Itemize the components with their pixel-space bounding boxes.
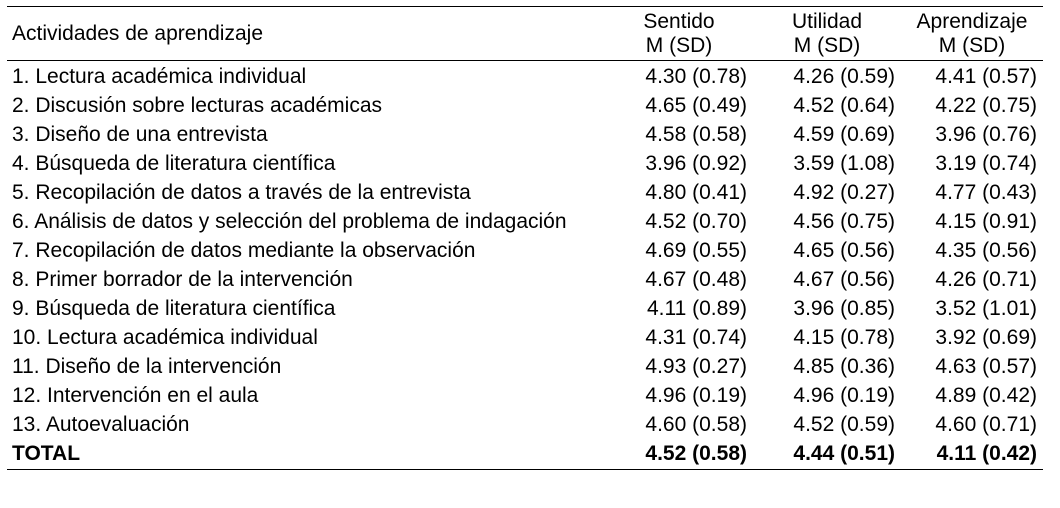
header-sentido: Sentido M (SD) <box>605 7 753 61</box>
activity-cell: 4. Búsqueda de literatura científica <box>12 152 336 175</box>
activity-cell: 3. Diseño de una entrevista <box>12 123 268 146</box>
table-row: 5. Recopilación de datos a través de la … <box>7 179 1043 208</box>
total-aprendizaje: 4.11 (0.42) <box>936 442 1037 465</box>
header-utilidad: Utilidad M (SD) <box>753 7 901 61</box>
sentido-cell: 3.96 (0.92) <box>645 152 747 175</box>
header-sentido-title: Sentido <box>643 10 715 33</box>
utilidad-cell: 4.67 (0.56) <box>793 268 895 291</box>
utilidad-cell: 4.59 (0.69) <box>793 123 895 146</box>
utilidad-cell: 4.15 (0.78) <box>793 326 895 349</box>
sentido-cell: 4.30 (0.78) <box>645 65 747 88</box>
sentido-cell: 4.67 (0.48) <box>645 268 747 291</box>
activity-cell: 7. Recopilación de datos mediante la obs… <box>12 239 476 262</box>
activity-cell: 8. Primer borrador de la intervención <box>12 268 353 291</box>
table-row: 12. Intervención en el aula 4.96 (0.19) … <box>7 382 1043 411</box>
aprendizaje-cell: 3.52 (1.01) <box>935 297 1037 320</box>
table-row: 2. Discusión sobre lecturas académicas 4… <box>7 92 1043 121</box>
header-aprendizaje-stat: M (SD) <box>938 34 1006 57</box>
table-body: 1. Lectura académica individual 4.30 (0.… <box>7 61 1043 441</box>
table-row: 11. Diseño de la intervención 4.93 (0.27… <box>7 353 1043 382</box>
utilidad-cell: 4.52 (0.59) <box>793 413 895 436</box>
header-utilidad-title: Utilidad <box>791 10 863 33</box>
utilidad-cell: 3.96 (0.85) <box>793 297 895 320</box>
header-row: Actividades de aprendizaje Sentido M (SD… <box>7 6 1043 61</box>
header-sentido-stat: M (SD) <box>645 34 713 57</box>
aprendizaje-cell: 4.26 (0.71) <box>935 268 1037 291</box>
sentido-cell: 4.80 (0.41) <box>645 181 747 204</box>
utilidad-cell: 4.92 (0.27) <box>793 181 895 204</box>
sentido-cell: 4.11 (0.89) <box>646 297 747 320</box>
activity-cell: 11. Diseño de la intervención <box>12 355 282 378</box>
activity-cell: 5. Recopilación de datos a través de la … <box>12 181 471 204</box>
aprendizaje-cell: 4.35 (0.56) <box>935 239 1037 262</box>
aprendizaje-cell: 4.41 (0.57) <box>935 65 1037 88</box>
table-footer: TOTAL 4.52 (0.58) 4.44 (0.51) 4.11 (0.42… <box>7 440 1043 470</box>
header-utilidad-stat: M (SD) <box>793 34 861 57</box>
sentido-cell: 4.58 (0.58) <box>645 123 747 146</box>
header-activity: Actividades de aprendizaje <box>12 22 263 45</box>
aprendizaje-cell: 4.60 (0.71) <box>935 413 1037 436</box>
table-header: Actividades de aprendizaje Sentido M (SD… <box>7 6 1043 61</box>
utilidad-cell: 4.52 (0.64) <box>793 94 895 117</box>
table-row: 1. Lectura académica individual 4.30 (0.… <box>7 61 1043 93</box>
table-row: 13. Autoevaluación 4.60 (0.58) 4.52 (0.5… <box>7 411 1043 440</box>
utilidad-cell: 4.96 (0.19) <box>793 384 895 407</box>
table-row: 4. Búsqueda de literatura científica 3.9… <box>7 150 1043 179</box>
total-utilidad: 4.44 (0.51) <box>793 442 895 465</box>
activity-cell: 10. Lectura académica individual <box>12 326 318 349</box>
table-row: 8. Primer borrador de la intervención 4.… <box>7 266 1043 295</box>
sentido-cell: 4.60 (0.58) <box>645 413 747 436</box>
header-aprendizaje: Aprendizaje M (SD) <box>901 7 1043 61</box>
utilidad-cell: 4.65 (0.56) <box>793 239 895 262</box>
activity-cell: 13. Autoevaluación <box>12 413 190 436</box>
sentido-cell: 4.69 (0.55) <box>645 239 747 262</box>
table-row: 3. Diseño de una entrevista 4.58 (0.58) … <box>7 121 1043 150</box>
sentido-cell: 4.65 (0.49) <box>645 94 747 117</box>
sentido-cell: 4.31 (0.74) <box>645 326 747 349</box>
aprendizaje-cell: 4.15 (0.91) <box>935 210 1037 233</box>
aprendizaje-cell: 4.77 (0.43) <box>935 181 1037 204</box>
utilidad-cell: 4.26 (0.59) <box>793 65 895 88</box>
total-row: TOTAL 4.52 (0.58) 4.44 (0.51) 4.11 (0.42… <box>7 440 1043 470</box>
table-row: 9. Búsqueda de literatura científica 4.1… <box>7 295 1043 324</box>
activity-cell: 2. Discusión sobre lecturas académicas <box>12 94 383 117</box>
aprendizaje-cell: 4.22 (0.75) <box>935 94 1037 117</box>
table-row: 6. Análisis de datos y selección del pro… <box>7 208 1043 237</box>
aprendizaje-cell: 3.19 (0.74) <box>935 152 1037 175</box>
utilidad-cell: 4.85 (0.36) <box>793 355 895 378</box>
utilidad-cell: 4.56 (0.75) <box>793 210 895 233</box>
header-aprendizaje-title: Aprendizaje <box>916 10 1028 33</box>
activity-cell: 6. Análisis de datos y selección del pro… <box>12 210 567 233</box>
activity-cell: 12. Intervención en el aula <box>12 384 259 407</box>
sentido-cell: 4.93 (0.27) <box>645 355 747 378</box>
sentido-cell: 4.52 (0.70) <box>645 210 747 233</box>
table-row: 7. Recopilación de datos mediante la obs… <box>7 237 1043 266</box>
results-table-container: Actividades de aprendizaje Sentido M (SD… <box>7 6 1043 470</box>
total-sentido: 4.52 (0.58) <box>645 442 747 465</box>
aprendizaje-cell: 3.96 (0.76) <box>935 123 1037 146</box>
table-row: 10. Lectura académica individual 4.31 (0… <box>7 324 1043 353</box>
activity-cell: 9. Búsqueda de literatura científica <box>12 297 336 320</box>
aprendizaje-cell: 4.63 (0.57) <box>935 355 1037 378</box>
results-table: Actividades de aprendizaje Sentido M (SD… <box>7 6 1043 470</box>
aprendizaje-cell: 3.92 (0.69) <box>935 326 1037 349</box>
aprendizaje-cell: 4.89 (0.42) <box>935 384 1037 407</box>
total-label: TOTAL <box>12 442 81 465</box>
utilidad-cell: 3.59 (1.08) <box>793 152 895 175</box>
sentido-cell: 4.96 (0.19) <box>645 384 747 407</box>
activity-cell: 1. Lectura académica individual <box>12 65 307 88</box>
